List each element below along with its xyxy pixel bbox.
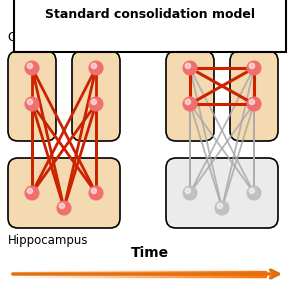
Circle shape: [247, 97, 261, 111]
Bar: [201, 271, 206, 277]
Circle shape: [25, 186, 39, 200]
Bar: [142, 271, 146, 277]
Bar: [235, 271, 240, 277]
Bar: [70, 271, 74, 277]
Bar: [65, 271, 70, 277]
Bar: [27, 271, 32, 277]
Bar: [227, 271, 232, 277]
Bar: [121, 271, 125, 277]
Bar: [218, 271, 223, 277]
Bar: [10, 271, 15, 277]
Bar: [61, 271, 66, 277]
Bar: [74, 271, 79, 277]
Bar: [231, 271, 236, 277]
FancyBboxPatch shape: [166, 158, 278, 228]
Bar: [116, 271, 121, 277]
Bar: [188, 271, 193, 277]
Bar: [163, 271, 168, 277]
FancyBboxPatch shape: [8, 158, 120, 228]
Bar: [146, 271, 151, 277]
Bar: [167, 271, 172, 277]
Bar: [99, 271, 104, 277]
Circle shape: [89, 186, 103, 200]
Bar: [206, 271, 210, 277]
Circle shape: [91, 99, 97, 104]
Circle shape: [25, 97, 39, 111]
Circle shape: [185, 63, 190, 69]
Bar: [210, 271, 214, 277]
Text: Hippocampus: Hippocampus: [8, 234, 88, 247]
Bar: [103, 271, 108, 277]
Circle shape: [249, 63, 255, 69]
Bar: [154, 271, 159, 277]
Bar: [180, 271, 185, 277]
Circle shape: [217, 203, 223, 209]
Bar: [184, 271, 189, 277]
Bar: [159, 271, 164, 277]
Bar: [172, 271, 176, 277]
Bar: [112, 271, 117, 277]
Circle shape: [247, 61, 261, 75]
Bar: [239, 271, 244, 277]
Circle shape: [183, 186, 197, 200]
Bar: [244, 271, 248, 277]
Circle shape: [91, 63, 97, 69]
Circle shape: [183, 97, 197, 111]
FancyBboxPatch shape: [230, 51, 278, 141]
Bar: [14, 271, 19, 277]
Circle shape: [185, 99, 190, 104]
Bar: [57, 271, 62, 277]
Circle shape: [247, 186, 261, 200]
Bar: [82, 271, 87, 277]
Circle shape: [27, 188, 33, 194]
Bar: [35, 271, 40, 277]
Circle shape: [27, 99, 33, 104]
Bar: [256, 271, 261, 277]
Circle shape: [57, 201, 71, 215]
Bar: [108, 271, 112, 277]
Circle shape: [249, 99, 255, 104]
Bar: [137, 271, 142, 277]
Bar: [40, 271, 44, 277]
Bar: [214, 271, 219, 277]
Bar: [193, 271, 197, 277]
Bar: [31, 271, 36, 277]
Bar: [129, 271, 134, 277]
Bar: [125, 271, 130, 277]
Bar: [252, 271, 257, 277]
FancyArrowPatch shape: [13, 270, 278, 278]
Circle shape: [25, 61, 39, 75]
Circle shape: [59, 203, 64, 209]
Bar: [19, 271, 23, 277]
Circle shape: [91, 188, 97, 194]
Bar: [176, 271, 181, 277]
Circle shape: [249, 188, 255, 194]
Circle shape: [185, 188, 190, 194]
Bar: [197, 271, 202, 277]
FancyBboxPatch shape: [8, 51, 56, 141]
Bar: [150, 271, 155, 277]
Circle shape: [215, 201, 229, 215]
Bar: [52, 271, 57, 277]
Bar: [133, 271, 138, 277]
Bar: [248, 271, 253, 277]
FancyBboxPatch shape: [166, 51, 214, 141]
Circle shape: [89, 61, 103, 75]
Bar: [223, 271, 227, 277]
Bar: [261, 271, 266, 277]
Circle shape: [183, 61, 197, 75]
Bar: [95, 271, 100, 277]
Bar: [44, 271, 49, 277]
Bar: [48, 271, 53, 277]
Text: Standard consolidation model: Standard consolidation model: [45, 8, 255, 21]
Circle shape: [27, 63, 33, 69]
Circle shape: [89, 97, 103, 111]
Bar: [91, 271, 95, 277]
Text: Cortical modules: Cortical modules: [8, 31, 108, 44]
Bar: [78, 271, 83, 277]
Bar: [86, 271, 91, 277]
FancyBboxPatch shape: [72, 51, 120, 141]
Bar: [23, 271, 28, 277]
Text: Time: Time: [131, 246, 169, 260]
